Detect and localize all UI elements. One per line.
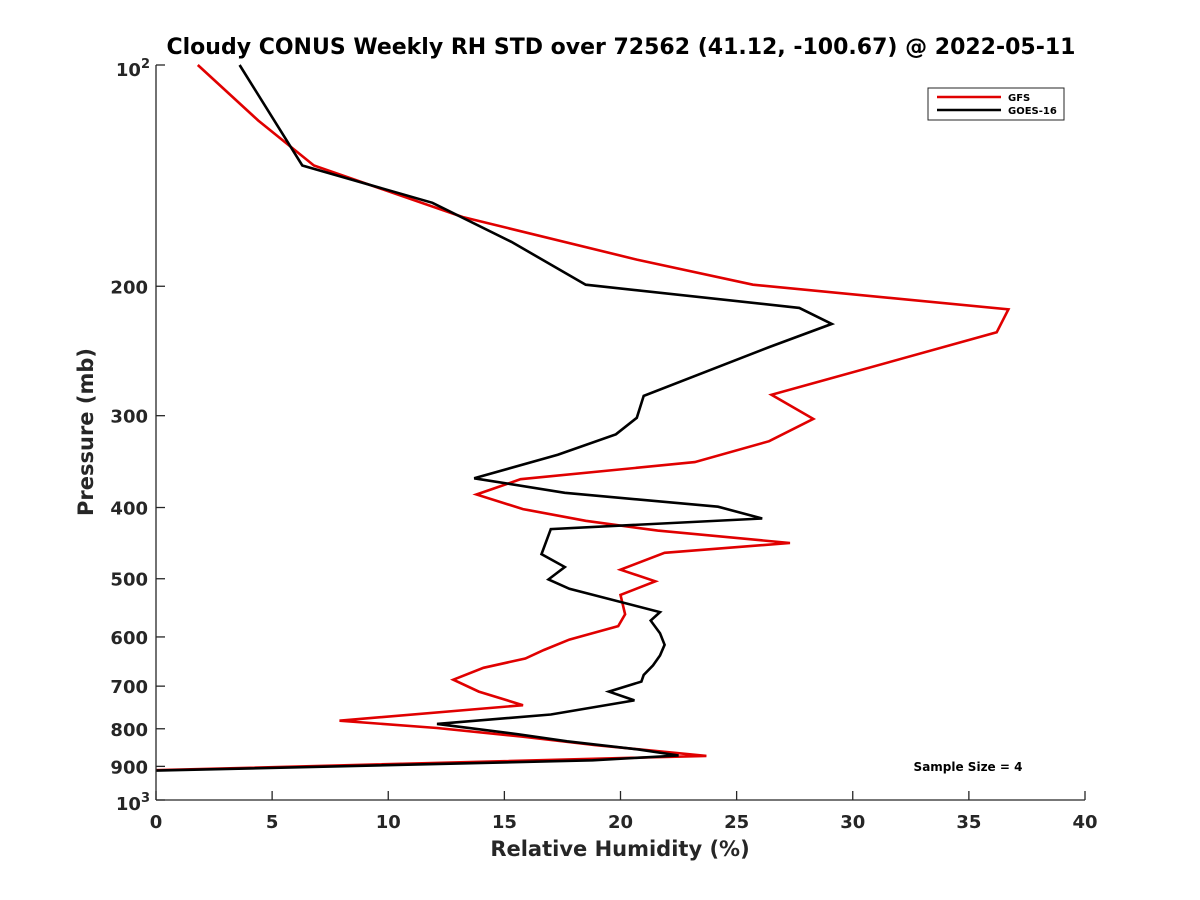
y-tick-label: 900 xyxy=(110,757,148,778)
series-line-gfs xyxy=(155,64,1011,772)
y-tick-label-bottom: 103 xyxy=(116,791,150,815)
y-ticks: 200 300 400 500 600 700 800 900 xyxy=(110,64,165,801)
sample-size-annotation: Sample Size = 4 xyxy=(914,760,1023,774)
series-line-goes16 xyxy=(155,64,836,772)
plot-frame xyxy=(156,65,1085,800)
y-axis-label: Pressure (mb) xyxy=(74,348,98,516)
legend-box xyxy=(927,87,1065,121)
y-tick-label-top: 102 xyxy=(116,57,150,81)
x-tick-label: 30 xyxy=(840,812,865,833)
x-ticks: 0 5 10 15 20 25 30 35 40 xyxy=(150,791,1098,833)
y-tick-label: 800 xyxy=(110,720,148,741)
x-tick-label: 35 xyxy=(956,812,981,833)
x-tick-label: 10 xyxy=(376,812,401,833)
legend-label-goes16: GOES-16 xyxy=(1008,106,1057,117)
x-tick-label: 0 xyxy=(150,812,163,833)
x-tick-label: 5 xyxy=(266,812,279,833)
y-tick-label: 400 xyxy=(110,499,148,520)
chart-title: Cloudy CONUS Weekly RH STD over 72562 (4… xyxy=(167,35,1076,60)
y-tick-label: 700 xyxy=(110,677,148,698)
x-axis-label: Relative Humidity (%) xyxy=(490,837,749,861)
x-tick-label: 20 xyxy=(608,812,633,833)
legend-label-gfs: GFS xyxy=(1008,93,1030,104)
y-tick-label: 300 xyxy=(110,407,148,428)
x-tick-label: 40 xyxy=(1072,812,1097,833)
x-tick-label: 15 xyxy=(492,812,517,833)
legend: GFS GOES-16 xyxy=(927,87,1065,121)
x-tick-label: 25 xyxy=(724,812,749,833)
series-layer xyxy=(155,64,1011,772)
y-tick-label: 600 xyxy=(110,628,148,649)
y-tick-label: 200 xyxy=(110,277,148,298)
y-tick-label: 500 xyxy=(110,570,148,591)
